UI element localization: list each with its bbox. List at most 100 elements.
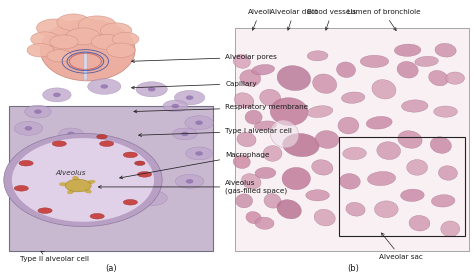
Ellipse shape (367, 172, 396, 186)
Ellipse shape (255, 217, 274, 229)
Circle shape (100, 204, 108, 209)
Circle shape (138, 190, 146, 195)
Text: Respiratory membrane: Respiratory membrane (134, 104, 308, 113)
Ellipse shape (135, 161, 145, 165)
Circle shape (186, 179, 193, 184)
Circle shape (148, 87, 155, 92)
Ellipse shape (398, 131, 422, 148)
Ellipse shape (407, 160, 428, 175)
Ellipse shape (47, 50, 72, 62)
Ellipse shape (59, 182, 67, 186)
Circle shape (172, 104, 179, 108)
Ellipse shape (130, 187, 155, 198)
Ellipse shape (97, 134, 107, 139)
Ellipse shape (254, 121, 277, 130)
Ellipse shape (252, 64, 274, 75)
Ellipse shape (366, 116, 392, 129)
Ellipse shape (36, 19, 73, 37)
Text: Alveolar pores: Alveolar pores (132, 54, 277, 62)
Ellipse shape (401, 189, 424, 201)
Ellipse shape (40, 20, 135, 81)
Circle shape (100, 84, 108, 89)
Ellipse shape (372, 80, 396, 99)
Circle shape (4, 133, 162, 227)
Ellipse shape (136, 82, 167, 97)
Ellipse shape (307, 106, 333, 117)
Circle shape (25, 126, 32, 131)
Ellipse shape (260, 89, 281, 106)
Ellipse shape (240, 70, 261, 86)
Ellipse shape (428, 70, 448, 86)
Ellipse shape (43, 88, 71, 102)
Ellipse shape (174, 90, 205, 105)
Ellipse shape (441, 221, 460, 237)
Ellipse shape (314, 209, 335, 226)
Ellipse shape (78, 16, 116, 34)
Ellipse shape (438, 166, 457, 180)
Text: Alveolar sac: Alveolar sac (379, 233, 422, 260)
Ellipse shape (14, 121, 43, 135)
Text: Type I alveolar cell: Type I alveolar cell (139, 128, 292, 136)
Ellipse shape (430, 137, 451, 153)
Circle shape (186, 95, 193, 100)
Ellipse shape (374, 201, 398, 218)
Ellipse shape (72, 176, 79, 181)
Ellipse shape (277, 200, 301, 219)
Ellipse shape (185, 116, 213, 130)
Ellipse shape (339, 174, 360, 189)
Text: Macrophage: Macrophage (120, 152, 270, 179)
Ellipse shape (343, 147, 366, 160)
Ellipse shape (27, 44, 54, 57)
Circle shape (12, 138, 154, 222)
Ellipse shape (237, 132, 256, 147)
Ellipse shape (338, 117, 359, 134)
Ellipse shape (186, 147, 212, 160)
Ellipse shape (123, 152, 137, 158)
Ellipse shape (312, 160, 333, 175)
Ellipse shape (446, 72, 465, 84)
Ellipse shape (263, 146, 282, 161)
Ellipse shape (173, 128, 197, 140)
Bar (235, 28, 469, 251)
Text: Type II alveolar cell: Type II alveolar cell (20, 251, 89, 262)
Circle shape (44, 146, 51, 150)
Text: Capillary: Capillary (132, 81, 257, 89)
Circle shape (148, 196, 155, 200)
Ellipse shape (401, 100, 428, 112)
Bar (9, 106, 213, 251)
Ellipse shape (307, 51, 328, 61)
Ellipse shape (397, 61, 418, 78)
Ellipse shape (112, 32, 139, 46)
Circle shape (25, 187, 32, 192)
Ellipse shape (415, 56, 438, 66)
Text: Alveolus
(gas-filled space): Alveolus (gas-filled space) (99, 180, 287, 194)
Text: Alveolus: Alveolus (55, 170, 85, 176)
Ellipse shape (233, 54, 250, 68)
Ellipse shape (15, 153, 42, 165)
Text: Alveolar duct: Alveolar duct (270, 9, 318, 30)
Text: Blood vessels: Blood vessels (307, 9, 356, 30)
Ellipse shape (394, 44, 421, 56)
Ellipse shape (270, 98, 308, 126)
Circle shape (25, 157, 32, 161)
Circle shape (53, 93, 61, 97)
Text: (a): (a) (106, 264, 117, 273)
Ellipse shape (277, 66, 310, 91)
Ellipse shape (241, 174, 261, 189)
Ellipse shape (431, 195, 455, 207)
Circle shape (195, 121, 203, 125)
Ellipse shape (245, 110, 262, 124)
Ellipse shape (19, 160, 33, 166)
Ellipse shape (90, 213, 104, 219)
Ellipse shape (64, 181, 88, 193)
Ellipse shape (31, 32, 59, 46)
Ellipse shape (264, 194, 281, 208)
Ellipse shape (89, 199, 119, 214)
Ellipse shape (25, 105, 51, 118)
Ellipse shape (57, 14, 90, 31)
Ellipse shape (88, 79, 121, 94)
Ellipse shape (377, 142, 401, 160)
Ellipse shape (40, 193, 73, 209)
Circle shape (181, 132, 189, 136)
Ellipse shape (163, 100, 188, 112)
